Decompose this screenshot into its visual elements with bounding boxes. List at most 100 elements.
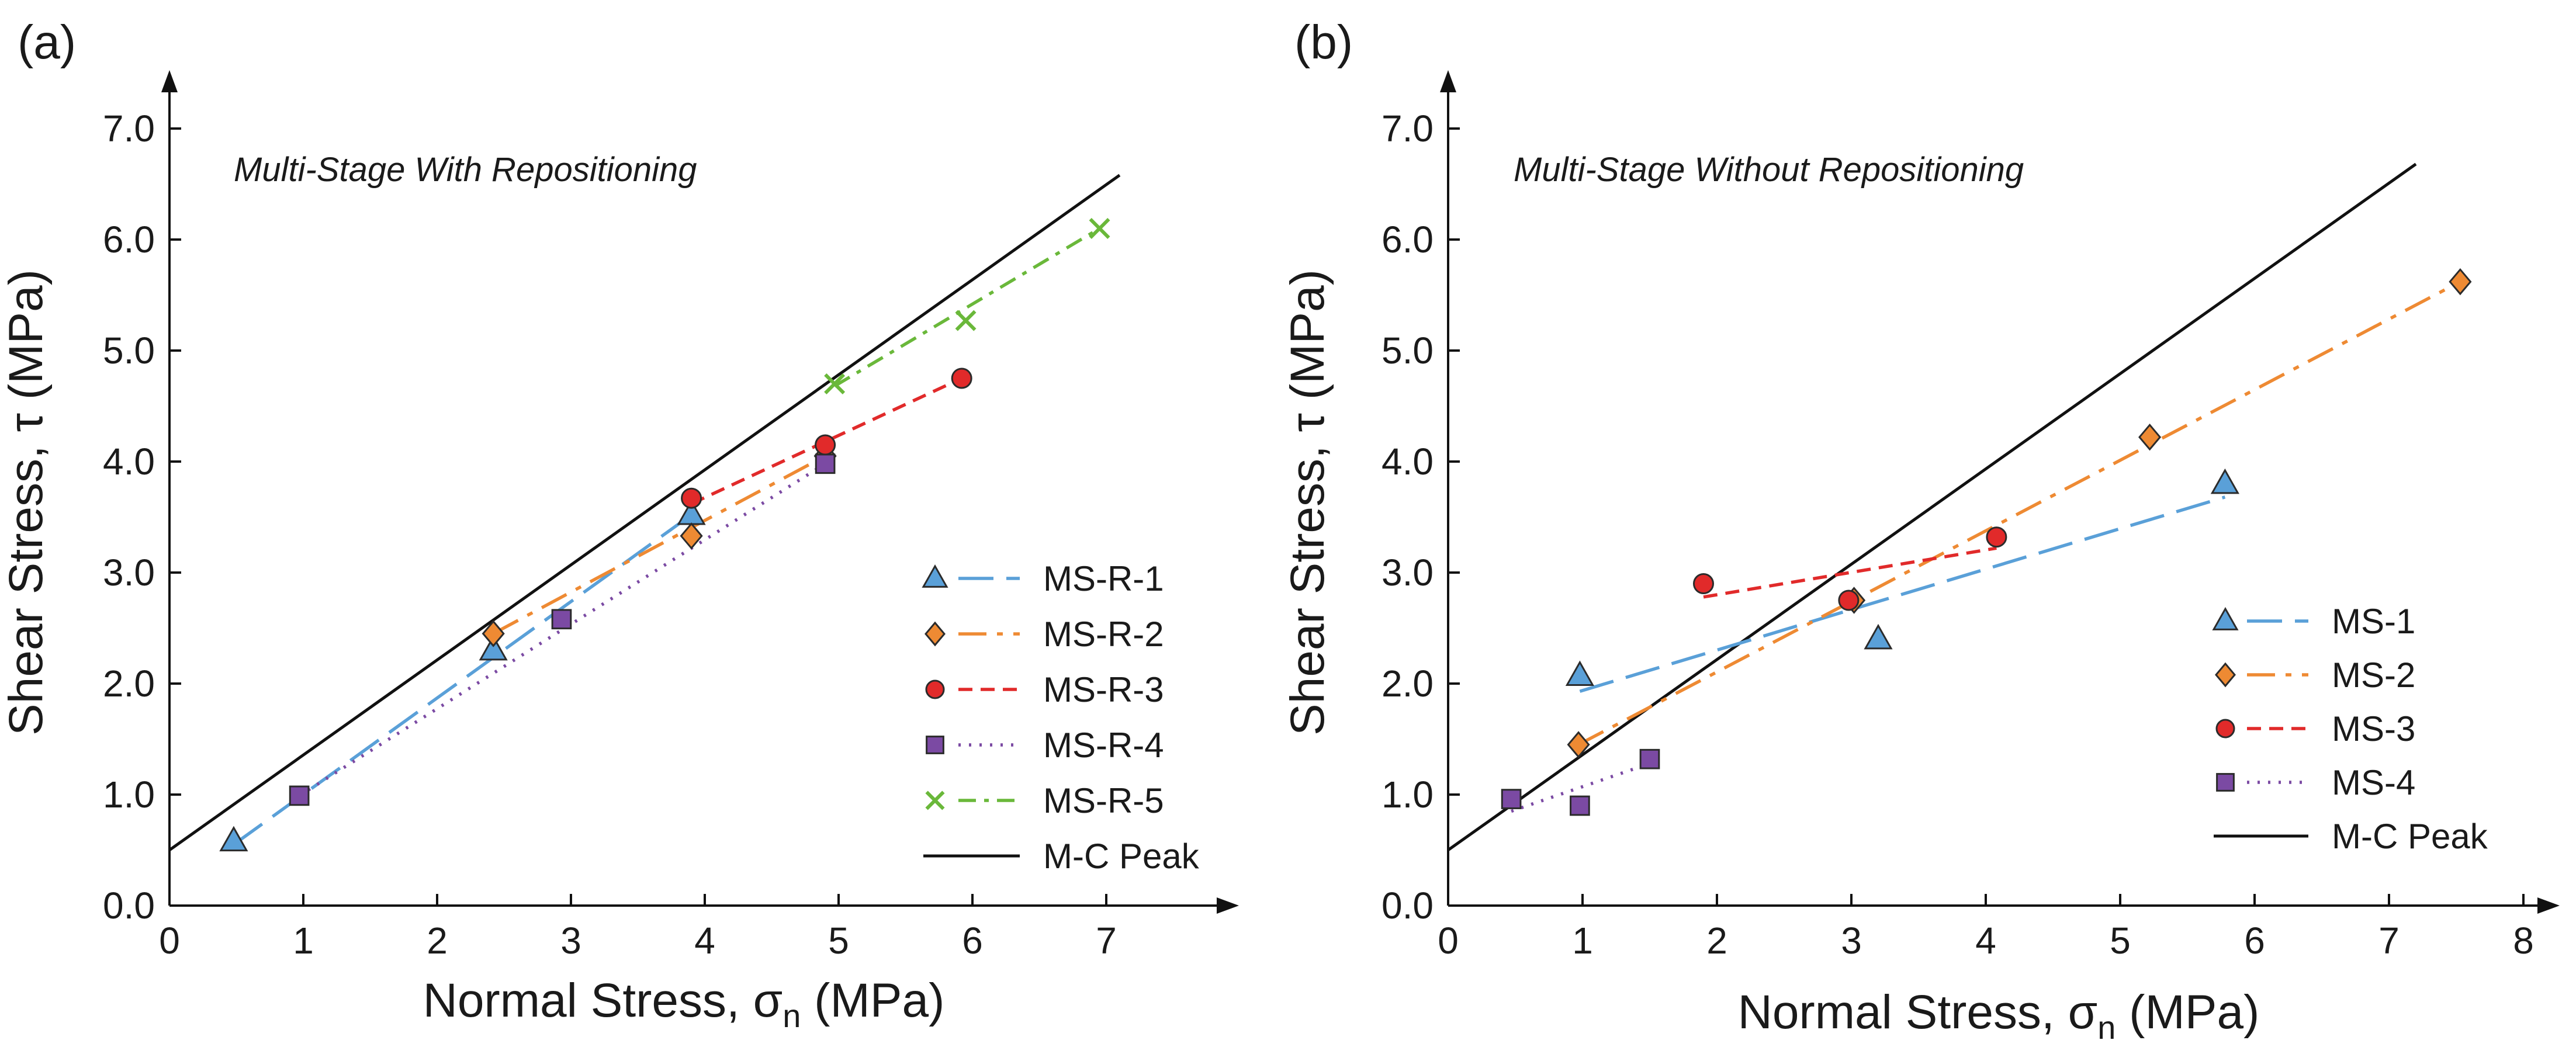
y-tick-label: 3.0 <box>103 552 155 594</box>
ms-2-point <box>1567 731 1590 758</box>
ms-4-point <box>1570 795 1590 816</box>
legend-ms-r-3-marker <box>925 679 945 699</box>
ms-1-fit-line <box>1579 495 2226 693</box>
ms-3-point <box>1986 526 2007 548</box>
panel-a-chart: 0 1 2 3 4 5 6 7 0.0 1.0 2.0 3.0 4.0 5.0 6.0 7.0 (a) Multi… <box>0 16 1239 1034</box>
x-tick-label: 6 <box>962 920 983 962</box>
y-tick-label: 0.0 <box>103 885 155 927</box>
ms-r-4-point <box>289 785 310 806</box>
ms-r-1-point <box>219 826 248 852</box>
ms-3-fit-line <box>1703 546 1997 599</box>
y-axis-label: Shear Stress, τ (MPa) <box>0 269 53 736</box>
mc-peak-line <box>169 174 1121 852</box>
ms-r-5-point <box>1089 218 1110 239</box>
x-axis-arrow <box>2537 897 2560 914</box>
plot-area <box>1448 162 2472 852</box>
legend-ms-1-label: MS-1 <box>2332 602 2415 641</box>
ms-2-fit-line <box>1577 280 2461 746</box>
legend-ms-4-marker <box>2216 773 2235 792</box>
x-tick-label: 8 <box>2513 920 2534 962</box>
ms-r-5-point <box>824 373 846 394</box>
y-tick-label: 4.0 <box>1382 441 1434 483</box>
legend-ms-2-marker <box>2215 662 2236 688</box>
x-tick-label: 1 <box>1572 920 1593 962</box>
legend-ms-4-label: MS-4 <box>2332 763 2415 802</box>
y-tick-label: 2.0 <box>103 663 155 705</box>
legend-ms-1-marker <box>2212 606 2239 630</box>
x-tick-label: 5 <box>828 920 849 962</box>
ms-r-3-point <box>815 434 836 456</box>
ms-r-5-fit-line <box>833 227 1100 388</box>
x-tick-label: 2 <box>1706 920 1727 962</box>
legend-ms-2-label: MS-2 <box>2332 656 2415 695</box>
panel-b-chart: 0 1 2 3 4 5 6 7 8 0.0 1.0 2.0 3.0 4.0 5.0 6.0 7.0 (b) Mult… <box>1281 16 2560 1046</box>
ms-1-point <box>1565 660 1594 686</box>
legend-ms-r-3-label: MS-R-3 <box>1043 670 1164 709</box>
legend-ms-3-label: MS-3 <box>2332 709 2415 748</box>
x-axis-label-unit: (MPa) <box>801 974 944 1027</box>
panel-label: (b) <box>1294 16 1353 69</box>
x-tick-label: 5 <box>2110 920 2131 962</box>
y-tick-label: 3.0 <box>1382 552 1434 594</box>
ms-4-point <box>1639 748 1660 769</box>
x-axis-label-subscript: n <box>2097 1009 2115 1046</box>
y-tick-label: 2.0 <box>1382 663 1434 705</box>
y-axis-arrow <box>1440 70 1456 92</box>
y-tick-label: 1.0 <box>103 774 155 816</box>
ms-r-3-fit-line <box>690 377 962 505</box>
panel-label: (a) <box>18 16 76 69</box>
y-tick-label: 4.0 <box>103 441 155 483</box>
ms-r-3-point <box>951 367 972 389</box>
ms-r-2-point <box>482 620 505 647</box>
x-tick-label: 4 <box>694 920 715 962</box>
ms-2-point <box>2449 268 2472 296</box>
ms-3-point <box>1838 590 1860 611</box>
ms-r-4-point <box>551 609 572 630</box>
x-tick-label: 0 <box>159 920 180 962</box>
y-tick-label: 5.0 <box>103 330 155 372</box>
x-tick-label: 7 <box>1096 920 1117 962</box>
y-axis-label: Shear Stress, τ (MPa) <box>1281 269 1334 736</box>
ms-r-3-point <box>681 487 702 509</box>
legend-ms-r-1-label: MS-R-1 <box>1043 559 1164 598</box>
ms-1-point <box>1864 623 1893 650</box>
ms-r-5-point <box>955 310 977 331</box>
x-tick-label: 3 <box>560 920 581 962</box>
legend-ms-r-4-marker <box>926 736 944 754</box>
x-axis-label: Normal Stress, σn (MPa) <box>423 974 945 1034</box>
legend-ms-r-5-label: MS-R-5 <box>1043 781 1164 820</box>
y-tick-label: 0.0 <box>1382 885 1434 927</box>
plot-area <box>169 174 1121 852</box>
x-tick-label: 0 <box>1438 920 1459 962</box>
x-axis-label-unit: (MPa) <box>2115 986 2259 1039</box>
y-tick-label: 5.0 <box>1382 330 1434 372</box>
y-tick-label: 7.0 <box>103 108 155 150</box>
legend-ms-r-1-marker <box>922 564 948 588</box>
ms-r-4-point <box>815 453 836 474</box>
x-tick-label: 3 <box>1841 920 1862 962</box>
x-tick-label: 1 <box>293 920 314 962</box>
x-tick-label: 2 <box>427 920 448 962</box>
ms-r-2-fit-line <box>492 455 826 635</box>
chart-annotation: Multi-Stage Without Repositioning <box>1514 151 2024 189</box>
y-axis-arrow <box>161 70 178 92</box>
legend-ms-3-marker <box>2215 719 2235 738</box>
legend: MS-1 MS-2 MS-3 MS-4 M-C Peak <box>2212 602 2488 856</box>
ms-r-2-point <box>680 522 703 550</box>
y-tick-label: 7.0 <box>1382 108 1434 150</box>
legend-ms-r-4-label: MS-R-4 <box>1043 726 1164 765</box>
y-tick-label: 6.0 <box>1382 219 1434 261</box>
x-axis-label-subscript: n <box>783 997 801 1034</box>
x-tick-label: 7 <box>2378 920 2400 962</box>
mc-peak-line <box>1448 162 2417 852</box>
x-tick-label: 4 <box>1975 920 1996 962</box>
legend-ms-r-2-label: MS-R-2 <box>1043 615 1164 654</box>
legend: MS-R-1 MS-R-2 MS-R-3 MS-R-4 MS-R-5 M-C Peak <box>922 559 1200 876</box>
x-axis-label-main: Normal Stress, σ <box>1738 986 2098 1039</box>
legend-ms-r-2-marker <box>925 621 946 647</box>
x-axis-label-main: Normal Stress, σ <box>423 974 783 1027</box>
ms-4-point <box>1501 789 1522 809</box>
x-axis-arrow <box>1217 897 1239 914</box>
ms-1-point <box>2210 468 2239 494</box>
